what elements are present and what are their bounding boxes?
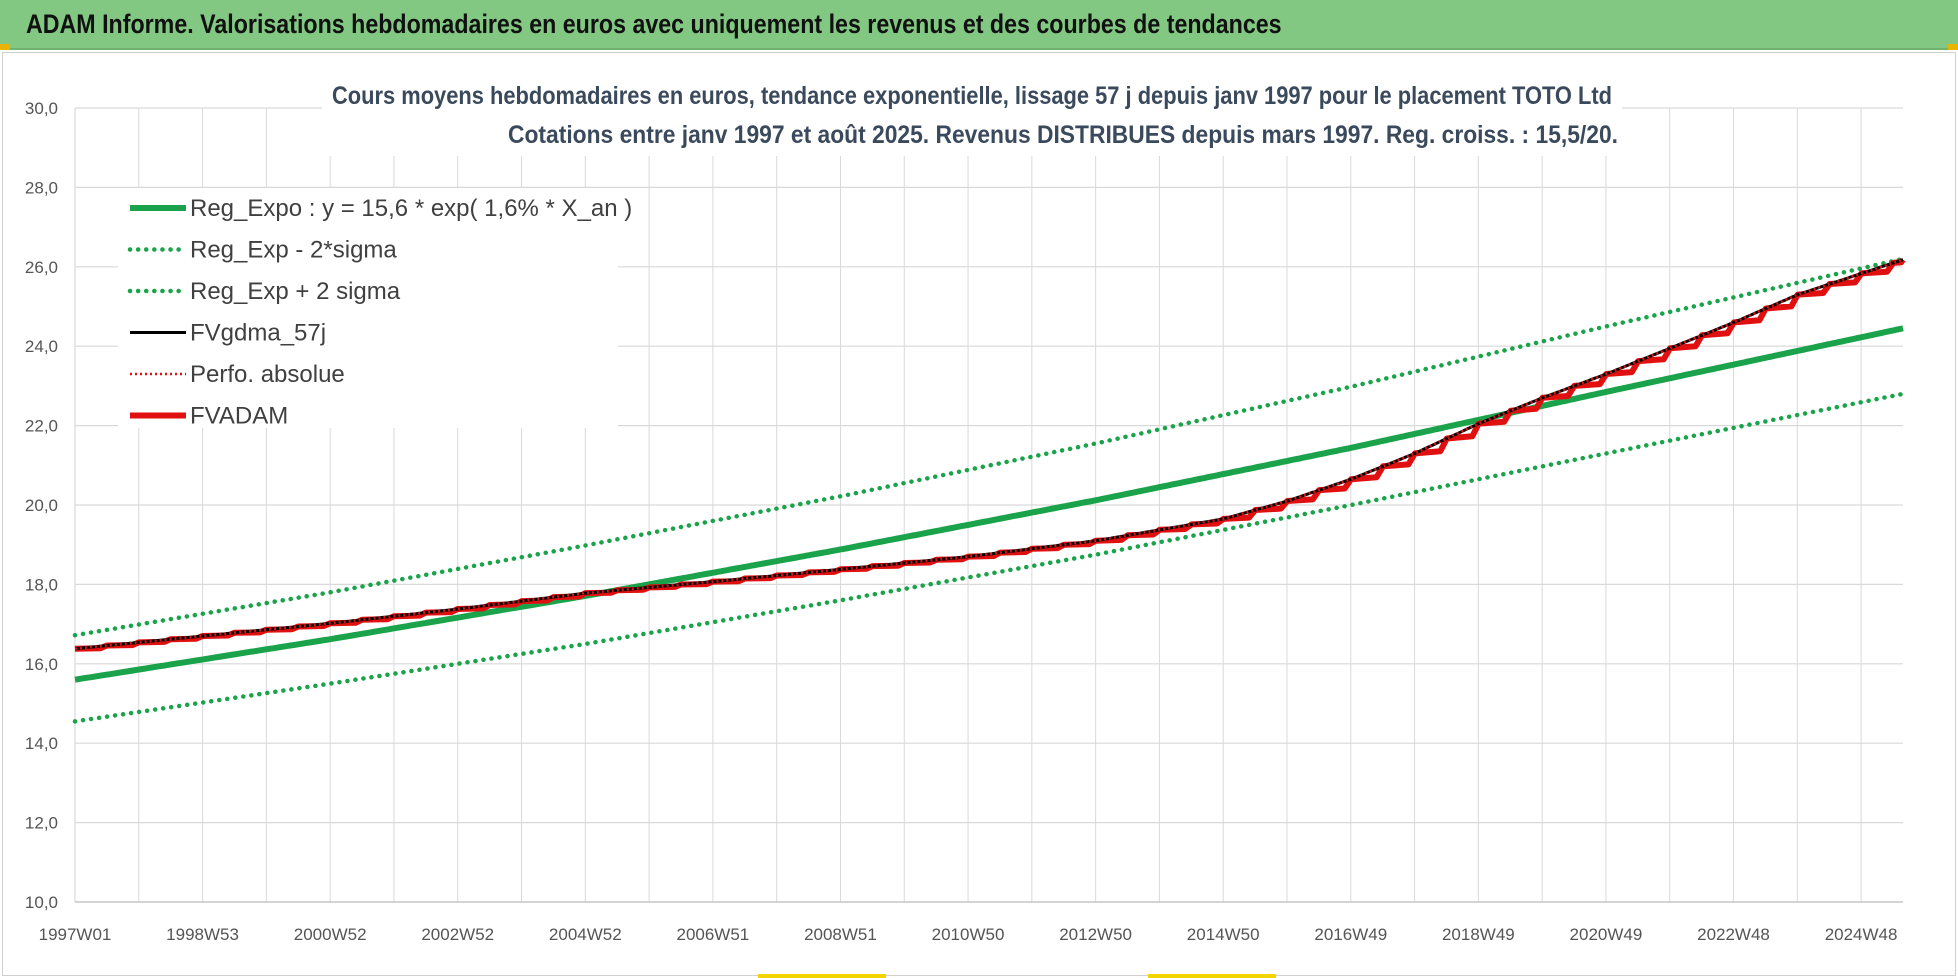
page-title: ADAM Informe. Valorisations hebdomadaire… (26, 9, 1282, 39)
header-banner: ADAM Informe. Valorisations hebdomadaire… (0, 0, 1958, 50)
x-tick-label: 2022W48 (1697, 925, 1770, 944)
legend: Reg_Expo : y = 15,6 * exp( 1,6% * X_an )… (127, 195, 632, 430)
y-tick-label: 10,0 (25, 893, 58, 912)
y-tick-label: 20,0 (25, 496, 58, 515)
corner-marker-left (0, 44, 10, 50)
series-line (72, 391, 1906, 724)
chart-frame (2, 52, 1956, 976)
x-tick-label: 1997W01 (39, 925, 112, 944)
x-tick-label: 2006W51 (676, 925, 749, 944)
legend-label: Reg_Exp + 2 sigma (190, 278, 401, 305)
series-line (72, 256, 1906, 638)
bottom-marker (758, 974, 886, 978)
x-tick-label: 1998W53 (166, 925, 239, 944)
x-tick-label: 2014W50 (1187, 925, 1260, 944)
legend-label: FVADAM (190, 403, 288, 430)
y-tick-label: 12,0 (25, 814, 58, 833)
y-axis: 10,0 12,0 14,0 16,0 18,0 20,0 22,0 24,0 26,0 28,0… (25, 99, 58, 912)
x-tick-label: 2018W49 (1442, 925, 1515, 944)
y-tick-label: 18,0 (25, 575, 58, 594)
chart-series (72, 256, 1906, 724)
x-tick-label: 2002W52 (421, 925, 494, 944)
x-tick-label: 2024W48 (1825, 925, 1898, 944)
title-background (322, 76, 1622, 156)
y-tick-label: 16,0 (25, 655, 58, 674)
x-tick-label: 2016W49 (1314, 925, 1387, 944)
legend-label: FVgdma_57j (190, 320, 326, 347)
legend-label: Reg_Exp - 2*sigma (190, 237, 397, 264)
y-tick-label: 26,0 (25, 258, 58, 277)
x-tick-label: 2008W51 (804, 925, 877, 944)
legend-label: Reg_Expo : y = 15,6 * exp( 1,6% * X_an ) (190, 195, 632, 222)
y-tick-label: 28,0 (25, 178, 58, 197)
x-tick-label: 2004W52 (549, 925, 622, 944)
x-tick-label: 2010W50 (932, 925, 1005, 944)
x-tick-label: 2012W50 (1059, 925, 1132, 944)
y-tick-label: 30,0 (25, 99, 58, 118)
y-tick-label: 22,0 (25, 417, 58, 436)
x-tick-label: 2020W49 (1570, 925, 1643, 944)
x-axis: 1997W01 1998W53 2000W52 2002W52 2004W52 2006W… (39, 925, 1898, 944)
y-tick-label: 24,0 (25, 337, 58, 356)
legend-background (118, 188, 618, 428)
chart-title: Cours moyens hebdomadaires en euros, ten… (332, 82, 1612, 110)
corner-marker-right (1948, 44, 1958, 50)
chart-grid (74, 107, 1903, 903)
chart-titles: Cours moyens hebdomadaires en euros, ten… (322, 76, 1622, 156)
x-tick-label: 2000W52 (294, 925, 367, 944)
y-tick-label: 14,0 (25, 734, 58, 753)
legend-box (118, 188, 618, 428)
bottom-marker (1148, 974, 1276, 978)
chart-subtitle: Cotations entre janv 1997 et août 2025. … (508, 121, 1618, 149)
legend-label: Perfo. absolue (190, 361, 345, 388)
series-line (74, 258, 1904, 650)
series-line (74, 325, 1904, 683)
